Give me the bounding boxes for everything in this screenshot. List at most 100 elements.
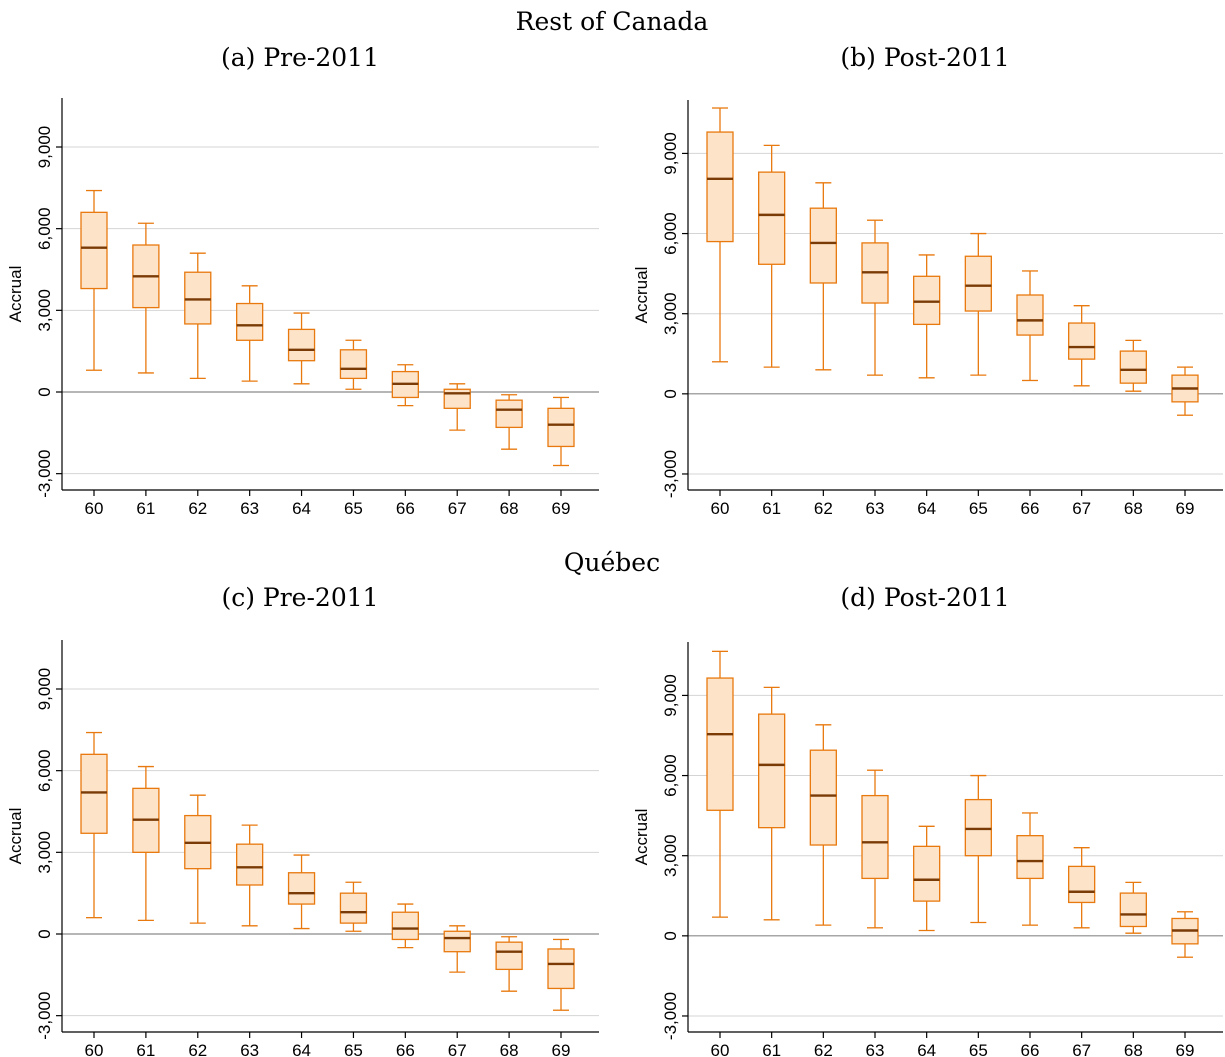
x-tick-label: 65 [344, 499, 363, 518]
box-69 [547, 396, 575, 467]
x-tick-label: 69 [552, 499, 571, 518]
box-60 [706, 107, 734, 363]
x-tick-label: 60 [711, 1041, 730, 1057]
iqr-box [913, 845, 941, 902]
iqr-box [495, 399, 523, 429]
x-tick-label: 68 [1124, 1041, 1143, 1057]
iqr-box [184, 271, 212, 325]
x-tick-label: 61 [136, 499, 155, 518]
y-tick-label: 6,000 [35, 749, 54, 792]
x-tick-label: 62 [814, 1041, 833, 1057]
iqr-box [339, 892, 368, 924]
y-tick-label: 0 [661, 389, 680, 398]
x-tick-label: 63 [866, 499, 885, 518]
x-tick-label: 63 [866, 1041, 885, 1057]
box-61 [132, 765, 160, 922]
x-tick-label: 66 [396, 499, 415, 518]
panel-d-post-2011: (d) Post-2011 -3,000 0 3,000 6,000 9,000 Accru… [632, 583, 1223, 1057]
box-60 [80, 189, 108, 371]
section-title-rest-of-canada: Rest of Canada [516, 7, 709, 36]
x-tick-label: 64 [292, 499, 311, 518]
x-tick-label: 60 [85, 1041, 104, 1057]
box-60 [80, 731, 108, 919]
y-tick-label: -3,000 [661, 992, 680, 1040]
x-tick-label: 67 [448, 1041, 467, 1057]
box-65 [339, 339, 368, 390]
x-tick-label: 65 [969, 499, 988, 518]
x-tick-label: 64 [292, 1041, 311, 1057]
iqr-box [547, 407, 575, 448]
box-62 [809, 182, 837, 371]
x-tick-label: 62 [188, 1041, 207, 1057]
x-tick-label: 65 [344, 1041, 363, 1057]
box-67 [443, 925, 471, 973]
iqr-box [80, 753, 108, 834]
box-64 [913, 254, 941, 379]
iqr-box [443, 388, 471, 409]
box-62 [184, 252, 212, 380]
iqr-box [443, 930, 471, 953]
x-tick-label: 62 [814, 499, 833, 518]
x-tick-label: 66 [1021, 1041, 1040, 1057]
y-axis-label: Accrual [632, 809, 651, 866]
x-tick-label: 63 [240, 499, 259, 518]
panel-title: (d) Post-2011 [840, 583, 1009, 612]
box-69 [547, 938, 575, 1011]
box-66 [391, 364, 419, 407]
box-67 [1068, 305, 1096, 387]
box-68 [495, 936, 523, 992]
iqr-box [861, 794, 889, 880]
iqr-box [1016, 294, 1044, 336]
panel-title: (c) Pre-2011 [221, 583, 378, 612]
iqr-box [236, 302, 264, 341]
x-tick-label: 69 [1176, 1041, 1195, 1057]
y-tick-label: 0 [35, 929, 54, 938]
box-67 [443, 383, 471, 431]
iqr-box [80, 211, 108, 290]
iqr-box [287, 872, 316, 905]
iqr-box [236, 843, 264, 886]
box-62 [184, 794, 212, 924]
y-tick-label: 3,000 [661, 292, 680, 335]
box-66 [1016, 812, 1044, 926]
y-tick-label: 0 [661, 931, 680, 940]
box-63 [861, 769, 889, 929]
x-tick-label: 68 [1124, 499, 1143, 518]
iqr-box [1016, 835, 1044, 880]
panel-b-post-2011: (b) Post-2011 -3,000 0 3,000 6,000 9,000 Accru… [632, 43, 1223, 518]
x-tick-label: 61 [136, 1041, 155, 1057]
y-tick-label: 9,000 [35, 126, 54, 169]
x-tick-label: 66 [1021, 499, 1040, 518]
x-tick-label: 67 [448, 499, 467, 518]
iqr-box [287, 328, 316, 362]
box-68 [495, 394, 523, 450]
box-64 [287, 312, 316, 385]
y-tick-label: 9,000 [661, 132, 680, 175]
box-69 [1171, 911, 1199, 958]
x-tick-label: 60 [711, 499, 730, 518]
y-tick-label: 3,000 [35, 831, 54, 874]
y-tick-label: 0 [35, 387, 54, 396]
box-67 [1068, 847, 1096, 929]
iqr-box [1068, 322, 1096, 360]
iqr-box [1068, 865, 1096, 904]
x-tick-label: 67 [1072, 499, 1091, 518]
box-63 [861, 219, 889, 376]
iqr-box [495, 941, 523, 971]
x-tick-label: 63 [240, 1041, 259, 1057]
box-64 [287, 854, 316, 930]
box-65 [339, 881, 368, 932]
y-tick-label: 6,000 [35, 207, 54, 250]
box-63 [236, 285, 264, 382]
box-61 [132, 222, 160, 374]
y-tick-label: 3,000 [661, 834, 680, 877]
iqr-box [1119, 892, 1147, 928]
x-tick-label: 64 [917, 1041, 936, 1057]
y-tick-label: 3,000 [35, 289, 54, 332]
x-tick-label: 62 [188, 499, 207, 518]
x-tick-label: 61 [762, 1041, 781, 1057]
box-66 [391, 903, 419, 949]
iqr-box [391, 911, 419, 941]
x-tick-label: 60 [85, 499, 104, 518]
box-68 [1119, 881, 1147, 934]
